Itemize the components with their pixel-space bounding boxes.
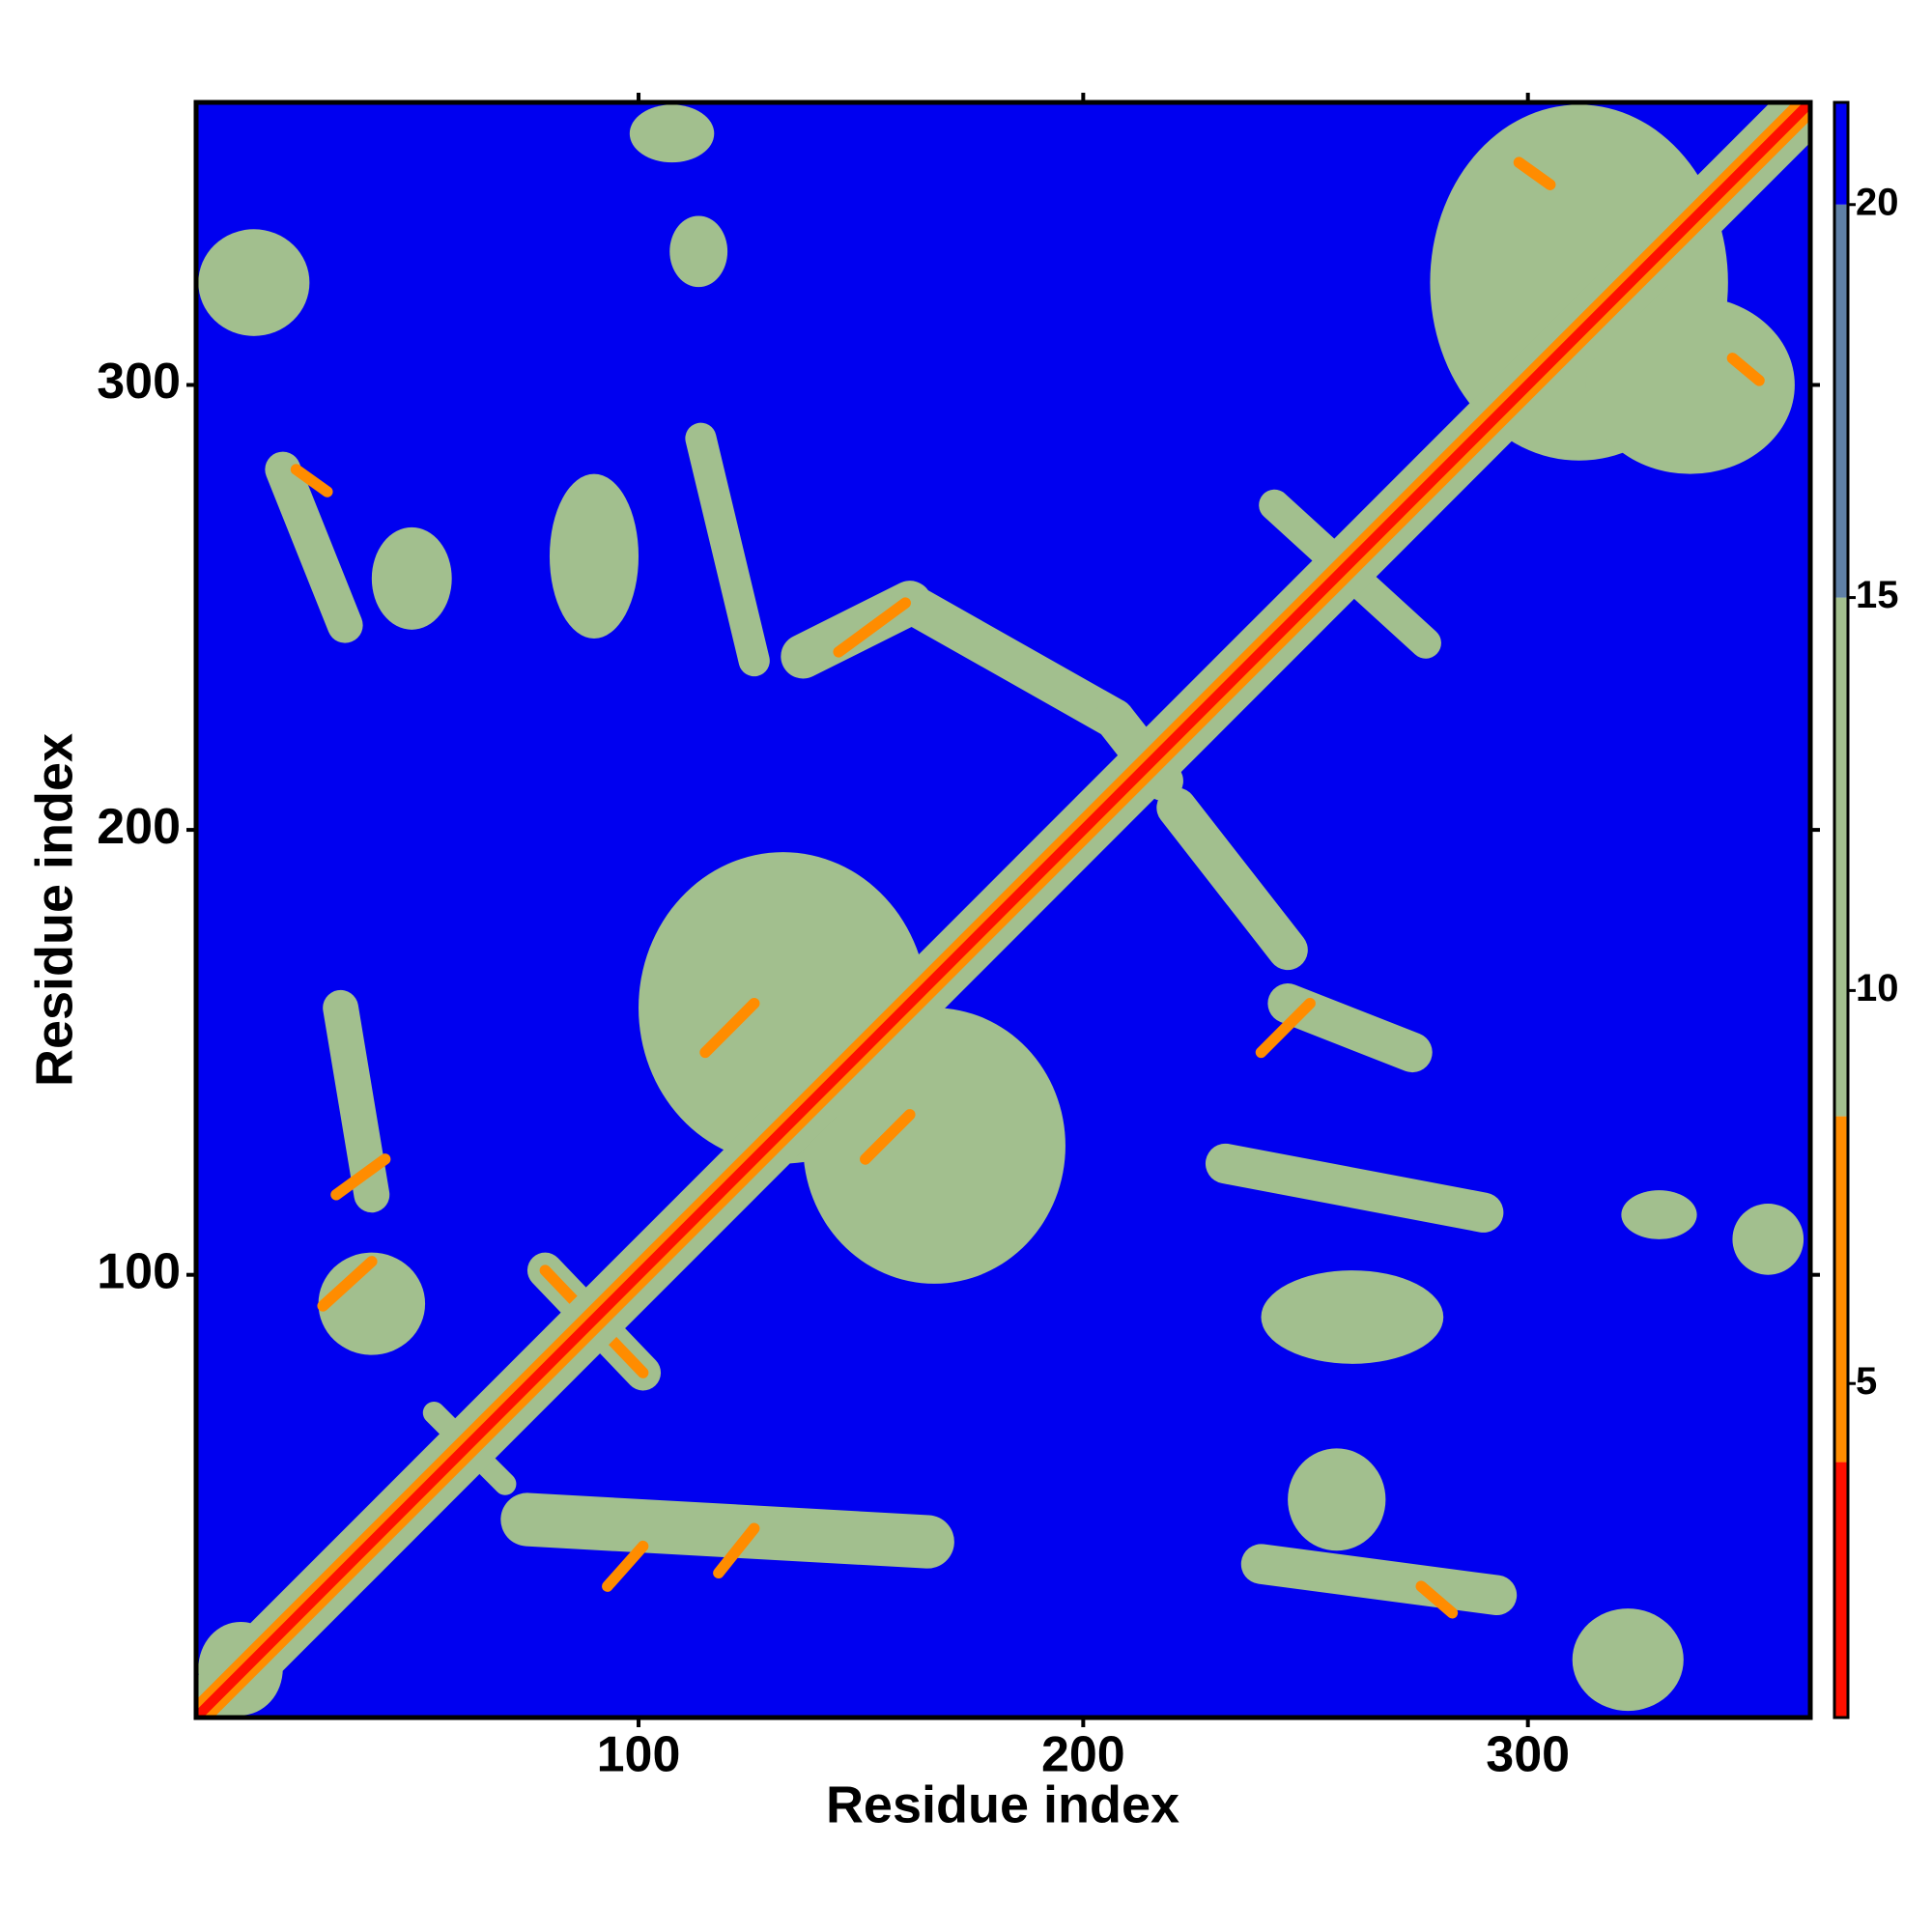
x-tick-label: 300 — [1486, 1727, 1570, 1783]
y-tick-label: 100 — [97, 1243, 181, 1299]
contact-band — [1240, 1544, 1518, 1616]
contact-band — [1156, 787, 1308, 971]
x-tick-label: 200 — [1041, 1727, 1125, 1783]
colorbar-tick-label: 5 — [1856, 1360, 1877, 1403]
colorbar-step — [1834, 204, 1848, 598]
contact-band — [317, 1256, 378, 1312]
colorbar-tick-label: 10 — [1856, 967, 1899, 1009]
contact-region — [1572, 1608, 1684, 1712]
contact-band — [1255, 997, 1316, 1059]
contact-region — [669, 215, 728, 288]
x-axis-title: Residue index — [826, 1776, 1179, 1833]
contact-band — [713, 1522, 760, 1579]
contact-band — [1415, 1580, 1459, 1619]
contact-region — [1585, 296, 1795, 474]
contact-band — [699, 997, 760, 1059]
colorbar-tick-label: 20 — [1856, 181, 1899, 223]
contact-band — [833, 597, 911, 658]
contact-band — [265, 451, 363, 643]
contact-band — [890, 582, 1135, 739]
contact-band — [685, 422, 770, 677]
contact-band — [290, 464, 333, 497]
contact-band — [860, 1109, 916, 1165]
contact-region — [549, 473, 639, 639]
heatmap-area — [196, 102, 1810, 1718]
contact-band — [1205, 1143, 1504, 1233]
contact-band — [500, 1492, 954, 1569]
contact-region — [1732, 1204, 1804, 1275]
colorbar-tick-label: 15 — [1856, 574, 1899, 616]
contact-band — [602, 1540, 649, 1592]
plot-frame — [193, 99, 1813, 1720]
contact-region — [198, 229, 310, 336]
contact-region — [1288, 1448, 1386, 1551]
contact-band — [323, 989, 390, 1213]
colorbar-step — [1834, 1116, 1848, 1463]
contact-region — [318, 1252, 426, 1355]
diagonal-band — [196, 102, 1810, 1718]
y-tick-label: 300 — [97, 354, 181, 410]
contact-region — [1621, 1190, 1697, 1239]
x-tick-label: 100 — [597, 1727, 681, 1783]
contact-band — [1513, 156, 1556, 190]
contact-region — [629, 104, 715, 163]
contact-region — [1261, 1270, 1444, 1364]
y-axis-title: Residue index — [25, 733, 83, 1087]
y-tick-label: 200 — [97, 799, 181, 855]
colorbar-step — [1834, 1462, 1848, 1718]
contact-band — [330, 1153, 391, 1201]
contact-region — [371, 526, 452, 630]
contact-band — [1726, 353, 1765, 386]
colorbar-step — [1834, 102, 1848, 205]
colorbar-frame — [1833, 100, 1850, 1719]
colorbar-step — [1834, 597, 1848, 1117]
